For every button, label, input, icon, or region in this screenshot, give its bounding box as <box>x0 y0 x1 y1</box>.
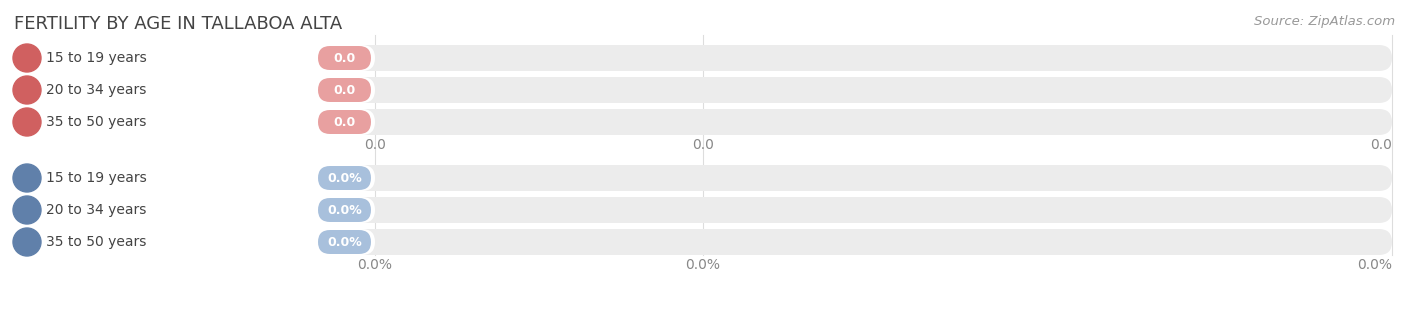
Text: 0.0%: 0.0% <box>357 258 392 272</box>
Circle shape <box>13 108 41 136</box>
Text: 0.0: 0.0 <box>333 115 356 128</box>
Circle shape <box>13 228 41 256</box>
FancyBboxPatch shape <box>318 166 371 190</box>
Text: 0.0%: 0.0% <box>328 172 361 184</box>
FancyBboxPatch shape <box>14 165 375 191</box>
FancyBboxPatch shape <box>14 45 375 71</box>
Text: 35 to 50 years: 35 to 50 years <box>46 115 146 129</box>
Text: 20 to 34 years: 20 to 34 years <box>46 203 146 217</box>
Text: 0.0%: 0.0% <box>328 204 361 216</box>
Text: 15 to 19 years: 15 to 19 years <box>46 171 146 185</box>
FancyBboxPatch shape <box>14 77 1392 103</box>
Circle shape <box>13 44 41 72</box>
Circle shape <box>13 196 41 224</box>
Text: 0.0: 0.0 <box>1369 138 1392 152</box>
FancyBboxPatch shape <box>318 230 371 254</box>
Text: 0.0%: 0.0% <box>1357 258 1392 272</box>
FancyBboxPatch shape <box>318 46 371 70</box>
FancyBboxPatch shape <box>14 197 375 223</box>
Text: 0.0: 0.0 <box>333 83 356 96</box>
Circle shape <box>13 164 41 192</box>
FancyBboxPatch shape <box>14 109 1392 135</box>
FancyBboxPatch shape <box>14 109 375 135</box>
Text: 0.0: 0.0 <box>692 138 714 152</box>
Text: 15 to 19 years: 15 to 19 years <box>46 51 146 65</box>
FancyBboxPatch shape <box>14 165 1392 191</box>
Text: Source: ZipAtlas.com: Source: ZipAtlas.com <box>1254 15 1395 28</box>
FancyBboxPatch shape <box>318 198 371 222</box>
Circle shape <box>13 76 41 104</box>
FancyBboxPatch shape <box>14 229 375 255</box>
Text: 20 to 34 years: 20 to 34 years <box>46 83 146 97</box>
FancyBboxPatch shape <box>14 229 1392 255</box>
Text: 0.0: 0.0 <box>364 138 385 152</box>
FancyBboxPatch shape <box>14 45 1392 71</box>
FancyBboxPatch shape <box>318 78 371 102</box>
Text: 0.0%: 0.0% <box>328 236 361 248</box>
Text: 0.0%: 0.0% <box>686 258 720 272</box>
Text: FERTILITY BY AGE IN TALLABOA ALTA: FERTILITY BY AGE IN TALLABOA ALTA <box>14 15 342 33</box>
Text: 0.0: 0.0 <box>333 51 356 64</box>
Text: 35 to 50 years: 35 to 50 years <box>46 235 146 249</box>
FancyBboxPatch shape <box>318 110 371 134</box>
FancyBboxPatch shape <box>14 197 1392 223</box>
FancyBboxPatch shape <box>14 77 375 103</box>
